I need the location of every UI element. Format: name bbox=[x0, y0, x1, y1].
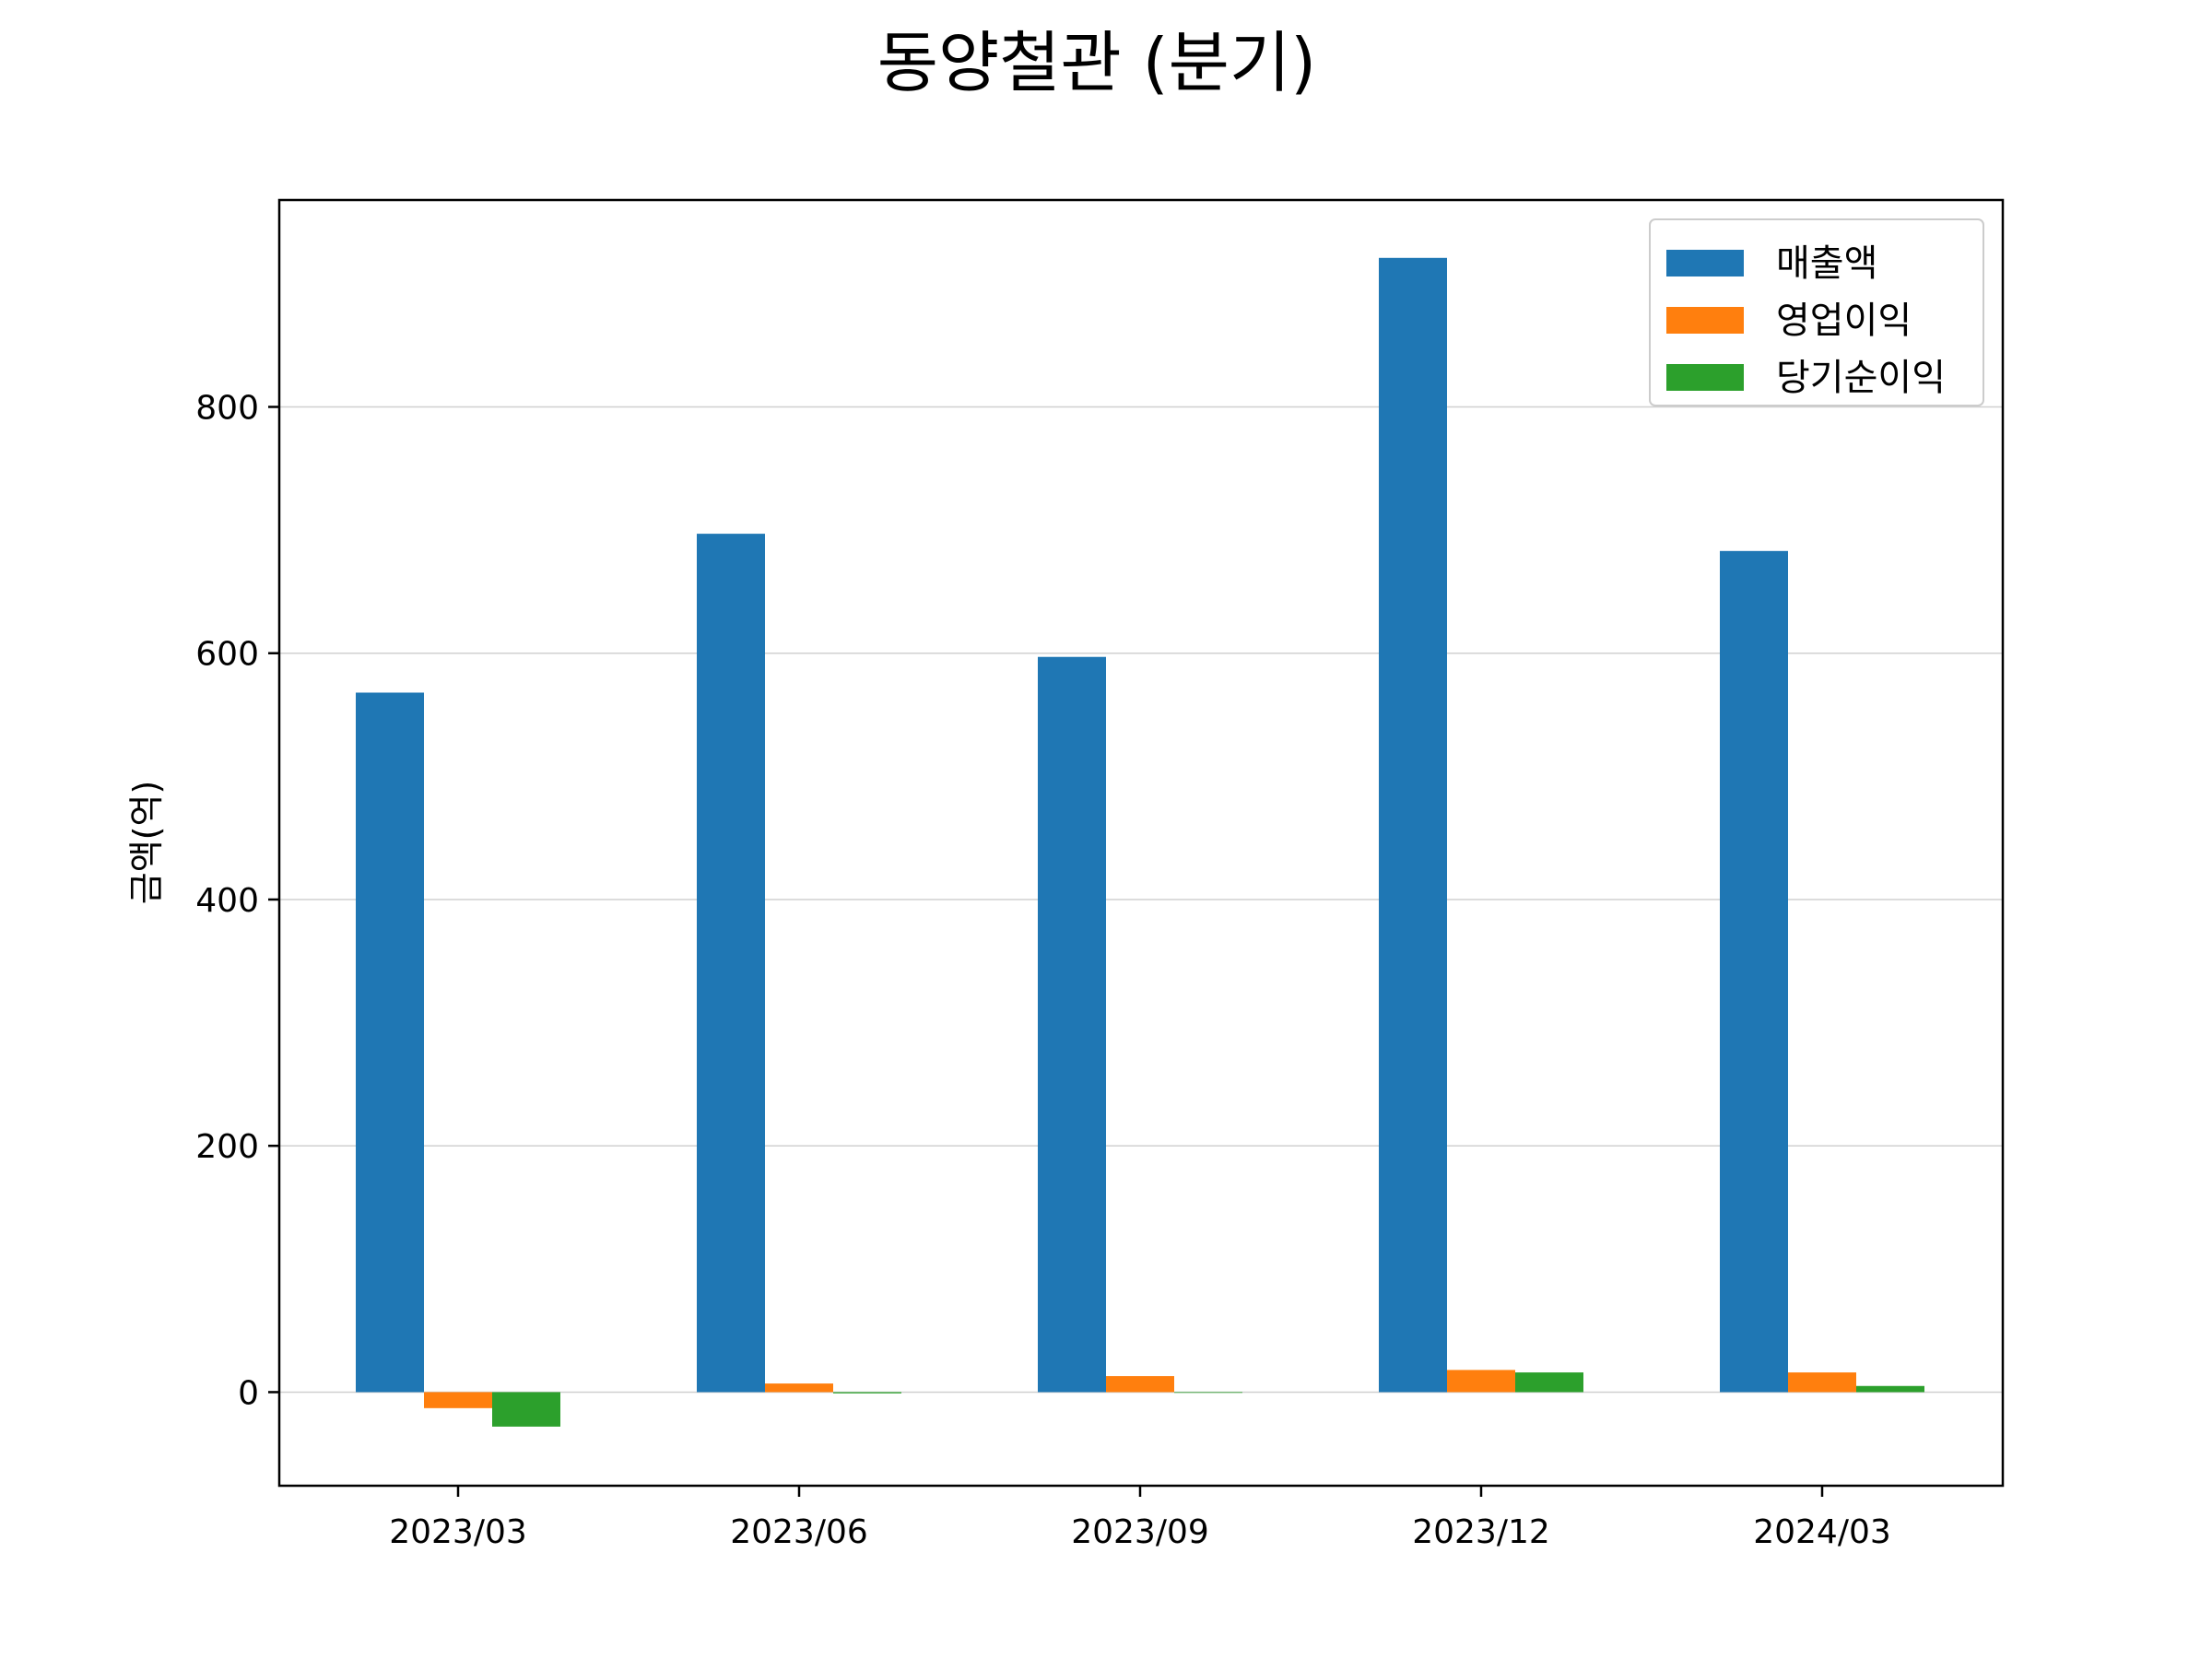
bar-2-0 bbox=[492, 1392, 560, 1427]
bar-2-3 bbox=[1515, 1372, 1583, 1393]
bar-1-4 bbox=[1788, 1372, 1856, 1393]
y-tick-label-4: 800 bbox=[195, 389, 259, 427]
bar-1-0 bbox=[424, 1392, 492, 1408]
x-axis: 2023/03 2023/06 2023/09 2023/12 2024/03 bbox=[389, 1486, 1891, 1551]
legend-label-0: 매출액 bbox=[1776, 242, 1877, 285]
bar-1-2 bbox=[1106, 1376, 1174, 1393]
x-tick-label-0: 2023/03 bbox=[389, 1513, 527, 1551]
legend-swatch-2 bbox=[1666, 364, 1744, 391]
x-tick-label-2: 2023/09 bbox=[1071, 1513, 1209, 1551]
bar-0-4 bbox=[1720, 550, 1788, 1393]
bar-0-3 bbox=[1379, 257, 1447, 1393]
bar-2-2 bbox=[1174, 1392, 1242, 1394]
y-axis-label: 금액(억) bbox=[126, 781, 167, 905]
bar-0-1 bbox=[697, 534, 765, 1393]
bar-1-1 bbox=[765, 1383, 833, 1393]
legend-swatch-0 bbox=[1666, 250, 1744, 276]
bar-2-4 bbox=[1856, 1385, 1924, 1393]
legend-label-2: 당기순이익 bbox=[1776, 357, 1946, 399]
y-tick-label-3: 600 bbox=[195, 636, 259, 674]
gridlines bbox=[279, 406, 2003, 1394]
x-tick-label-4: 2024/03 bbox=[1753, 1513, 1891, 1551]
y-tick-label-2: 400 bbox=[195, 882, 259, 920]
bar-2-1 bbox=[833, 1392, 901, 1394]
bar-1-3 bbox=[1447, 1370, 1515, 1393]
chart-title: 동양철관 (분기) bbox=[877, 24, 1317, 101]
bar-0-2 bbox=[1038, 656, 1106, 1393]
y-tick-label-1: 200 bbox=[195, 1128, 259, 1166]
x-tick-label-3: 2023/12 bbox=[1412, 1513, 1550, 1551]
legend-swatch-1 bbox=[1666, 307, 1744, 334]
bar-0-0 bbox=[356, 692, 424, 1393]
x-tick-label-1: 2023/06 bbox=[730, 1513, 868, 1551]
legend-label-1: 영업이익 bbox=[1776, 300, 1912, 342]
y-axis: 0 200 400 600 800 bbox=[195, 389, 279, 1412]
y-tick-label-0: 0 bbox=[238, 1374, 259, 1412]
bars bbox=[356, 257, 1924, 1427]
